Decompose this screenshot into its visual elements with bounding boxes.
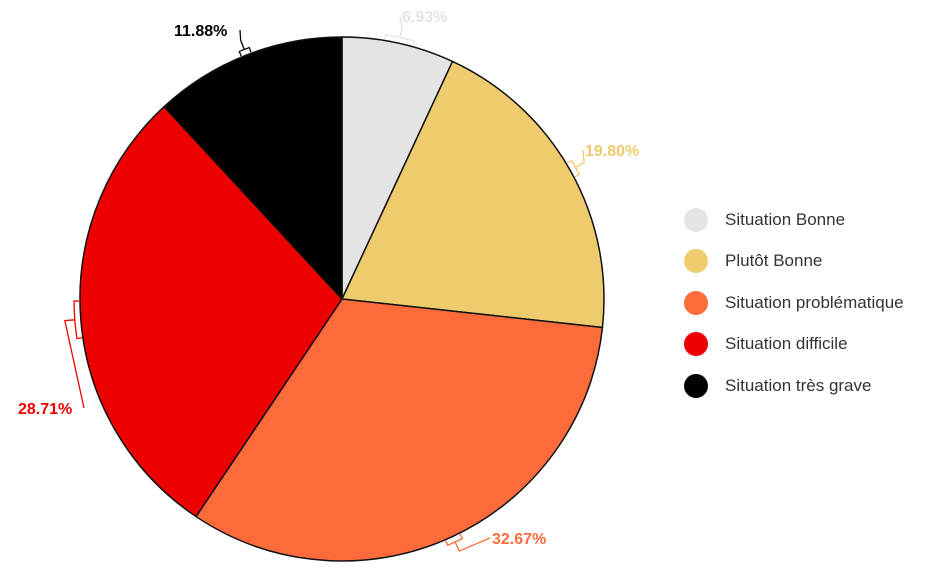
- legend-swatch: [684, 332, 708, 357]
- pie-slice-situation-problematique[interactable]: [195, 298, 604, 562]
- data-label: 28.71%: [18, 401, 72, 418]
- legend-label: Plutôt Bonne: [725, 251, 823, 271]
- slice-label-situation-problematique: 32.67%: [445, 531, 546, 552]
- pie-slice-situation-bonne[interactable]: [341, 36, 454, 300]
- slice-label-plutot-bonne: 19.80%: [566, 143, 639, 178]
- data-label: 32.67%: [492, 531, 546, 548]
- label-leader-line: [64, 319, 85, 409]
- legend-label: Situation problématique: [725, 292, 904, 312]
- label-leader-line: [399, 15, 403, 38]
- slice-label-situation-bonne: 6.93%: [383, 9, 447, 46]
- legend-item-plutot-bonne[interactable]: Plutôt Bonne: [684, 241, 944, 283]
- label-leader-line: [454, 537, 491, 552]
- label-bracket: [73, 300, 82, 340]
- pie-slice-plutot-bonne[interactable]: [341, 60, 605, 329]
- legend-swatch: [684, 290, 708, 315]
- legend-swatch: [684, 373, 708, 398]
- legend-item-situation-tres-grave[interactable]: Situation très grave: [684, 365, 944, 407]
- legend-item-situation-difficile[interactable]: Situation difficile: [684, 324, 944, 366]
- legend-item-situation-problematique[interactable]: Situation problématique: [684, 282, 944, 324]
- pie-slice-situation-difficile[interactable]: [79, 105, 343, 518]
- legend-label: Situation difficile: [725, 334, 848, 354]
- chart-legend: Situation Bonne Plutôt Bonne Situation p…: [684, 199, 944, 407]
- pie-slice-situation-tres-grave[interactable]: [163, 36, 343, 300]
- data-label: 6.93%: [402, 9, 447, 26]
- label-leader-line: [239, 29, 245, 50]
- legend-swatch: [684, 249, 708, 274]
- legend-label: Situation Bonne: [725, 209, 846, 229]
- label-leader-line: [575, 149, 585, 168]
- slice-label-situation-difficile: 28.71%: [18, 300, 85, 418]
- legend-label: Situation très grave: [725, 375, 872, 395]
- data-label: 19.80%: [585, 143, 639, 160]
- slice-label-situation-tres-grave: 11.88%: [174, 23, 252, 57]
- data-label: 11.88%: [174, 23, 227, 40]
- legend-item-situation-bonne[interactable]: Situation Bonne: [684, 199, 944, 241]
- label-bracket: [238, 46, 252, 57]
- label-bracket: [445, 533, 464, 547]
- legend-swatch: [684, 207, 708, 232]
